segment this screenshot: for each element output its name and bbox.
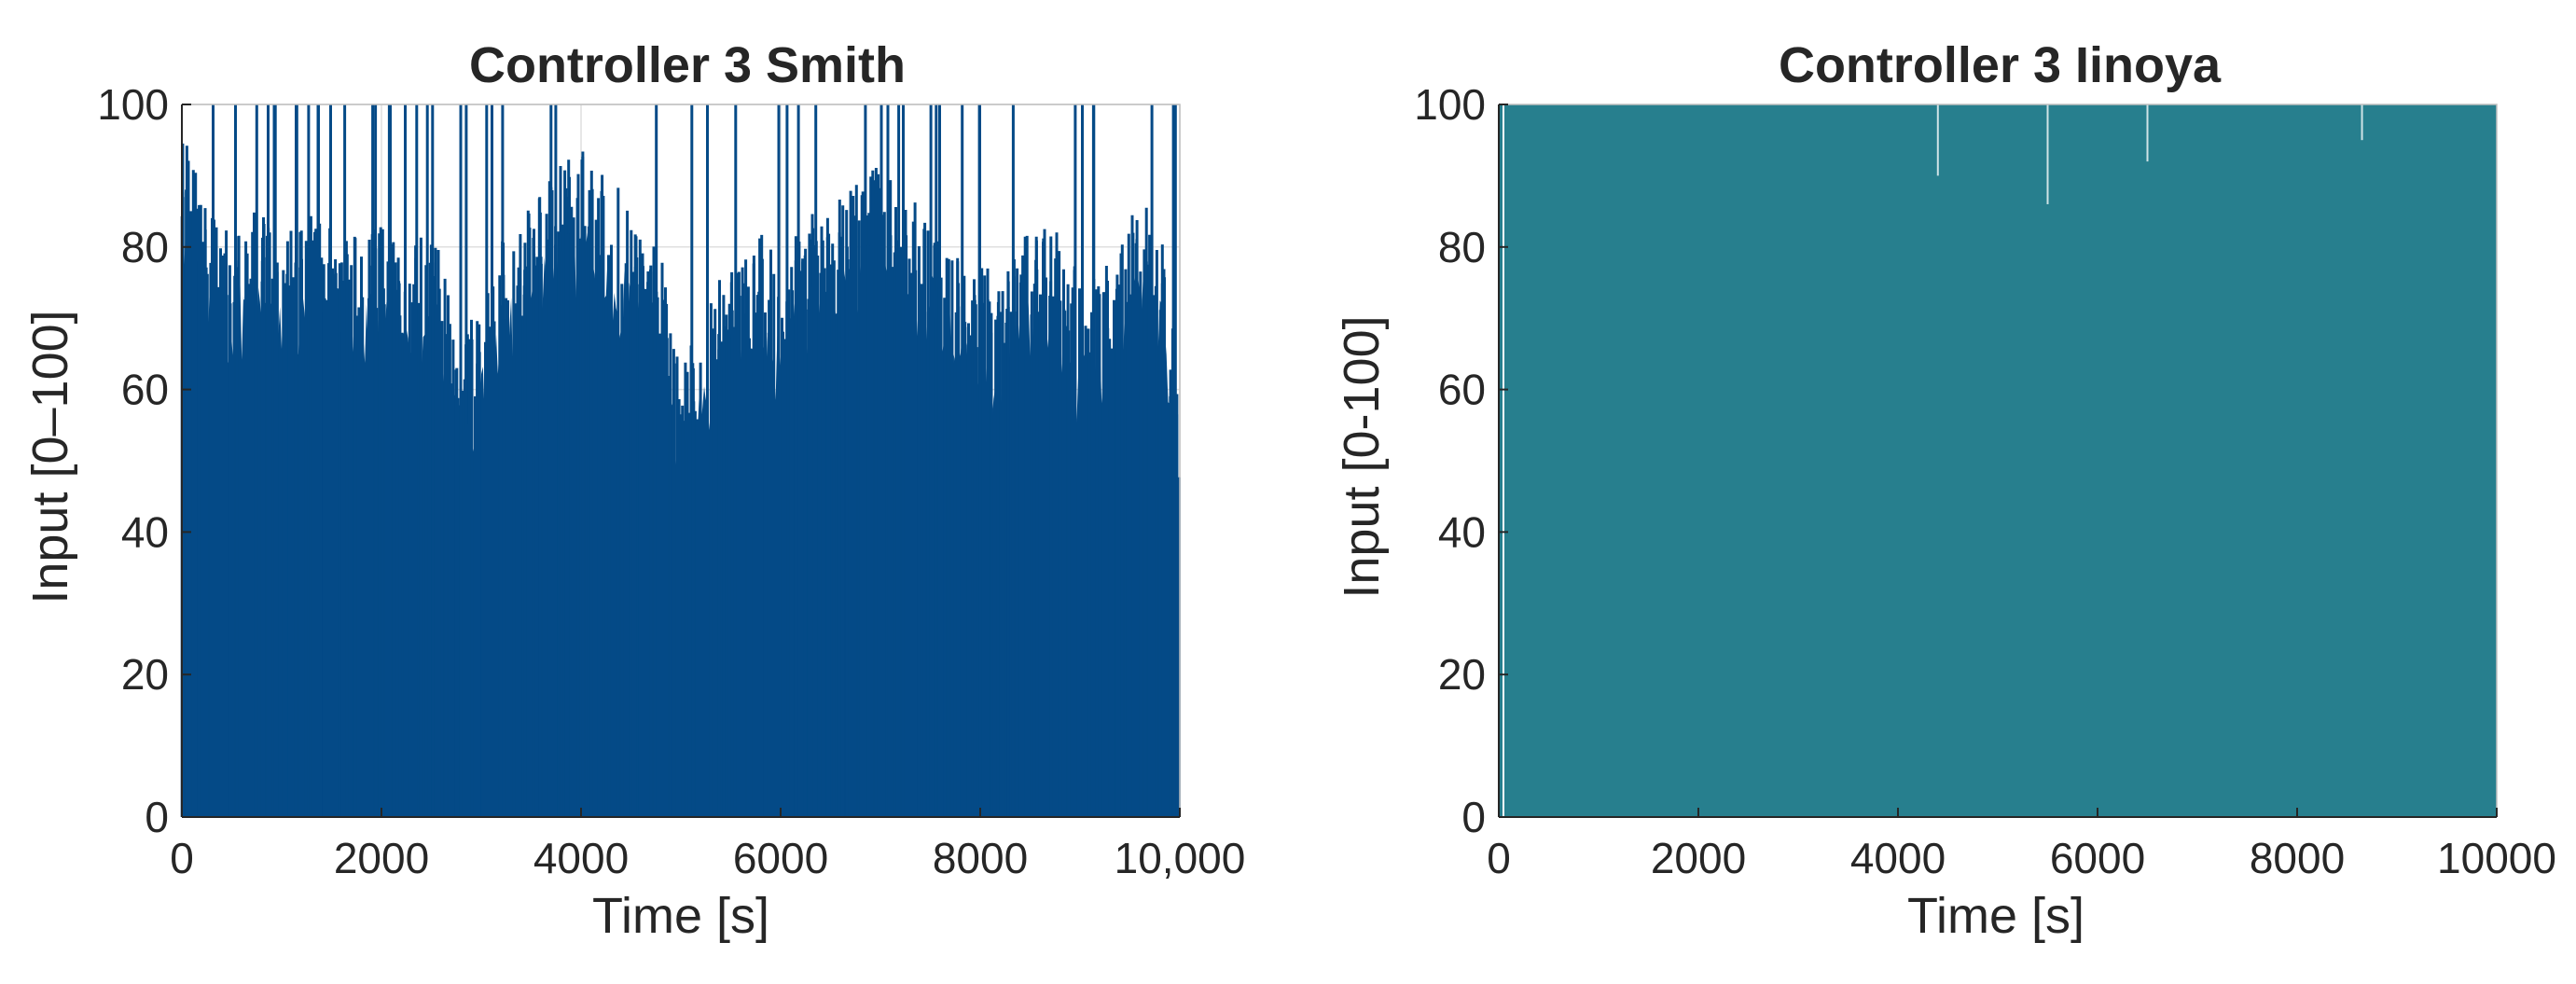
y-tick-label: 100 (1414, 80, 1486, 129)
chart-iinoya: Controller 3 Iinoya 0 2000 4000 6000 8000 100… (1334, 37, 2556, 944)
y-tick-label: 80 (121, 223, 169, 271)
x-tick-label: 10000 (2437, 834, 2556, 882)
y-tick-label: 80 (1438, 223, 1486, 271)
axes (1498, 104, 2498, 818)
y-axis-label: Input [0–100] (22, 310, 78, 603)
y-tick-label: 40 (121, 507, 169, 556)
x-tick-label: 10,000 (1115, 834, 1246, 882)
plot-frame (1499, 104, 2498, 817)
y-tick-label: 0 (1461, 793, 1486, 841)
y-tick-label: 60 (121, 366, 169, 414)
tick-labels: 0 2000 4000 6000 8000 10,000 0 20 40 60 80 100 (97, 80, 1245, 882)
x-tick-label: 6000 (2050, 834, 2145, 882)
x-axis-label: Time [s] (592, 888, 769, 944)
x-tick-label: 6000 (733, 834, 828, 882)
x-tick-label: 4000 (533, 834, 629, 882)
y-tick-label: 20 (121, 650, 169, 699)
chart-title: Controller 3 Smith (469, 37, 906, 93)
data-series (180, 104, 1181, 817)
tick-labels: 0 2000 4000 6000 8000 10000 0 20 40 60 80 100 (1414, 80, 2556, 882)
x-tick-label: 2000 (1651, 834, 1746, 882)
chart-smith: Controller 3 Smith 0 2000 4000 6000 8000 10,0… (22, 37, 1245, 944)
y-axis-label: Input [0-100] (1334, 315, 1390, 598)
chart-title: Controller 3 Iinoya (1779, 37, 2222, 93)
x-tick-label: 8000 (2250, 834, 2345, 882)
x-tick-label: 0 (1487, 834, 1511, 882)
x-tick-label: 2000 (334, 834, 429, 882)
y-tick-label: 100 (97, 80, 169, 129)
y-tick-label: 20 (1438, 650, 1486, 699)
data-series (1499, 104, 2497, 817)
y-tick-label: 60 (1438, 366, 1486, 414)
plot-frame (182, 104, 1181, 817)
x-tick-label: 8000 (933, 834, 1028, 882)
series-body (1504, 104, 2497, 817)
y-tick-label: 40 (1438, 507, 1486, 556)
x-tick-label: 0 (170, 834, 194, 882)
x-axis-label: Time [s] (1907, 888, 2084, 944)
x-tick-label: 4000 (1850, 834, 1946, 882)
axes (181, 104, 1181, 818)
y-tick-label: 0 (145, 793, 169, 841)
